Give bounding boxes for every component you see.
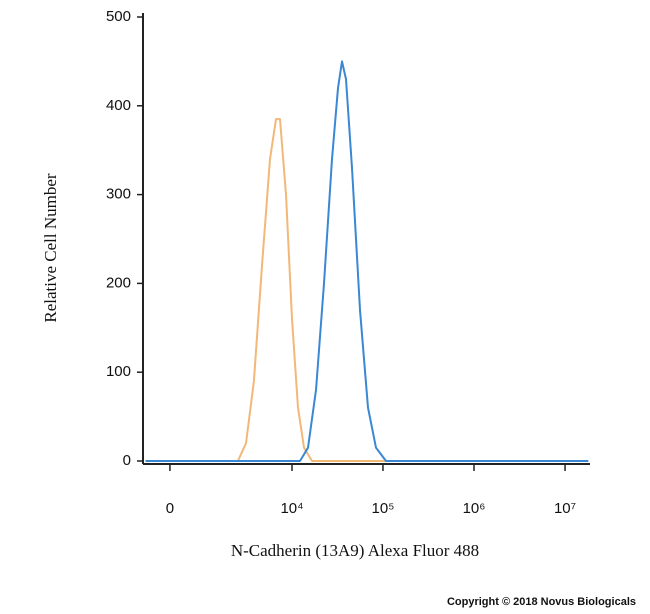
y-tick-label: 0	[123, 452, 131, 469]
copyright: Copyright © 2018 Novus Biologicals	[447, 596, 636, 608]
x-tick-label: 10⁷	[554, 500, 576, 517]
y-axis-label: Relative Cell Number	[41, 173, 60, 323]
histogram-curve	[145, 118, 589, 462]
x-tick-label: 10⁴	[280, 500, 303, 517]
x-axis-label: N-Cadherin (13A9) Alexa Fluor 488	[231, 541, 479, 560]
x-tick-label: 10⁶	[463, 500, 486, 517]
x-tick-label: 0	[166, 500, 174, 517]
y-tick-label: 400	[106, 97, 131, 114]
y-tick-label: 100	[106, 363, 131, 380]
y-tick-label: 300	[106, 186, 131, 203]
y-tick-label: 500	[106, 8, 131, 25]
y-tick-label: 200	[106, 274, 131, 291]
x-tick-label: 10⁵	[372, 500, 395, 517]
histogram-curve	[145, 60, 589, 462]
